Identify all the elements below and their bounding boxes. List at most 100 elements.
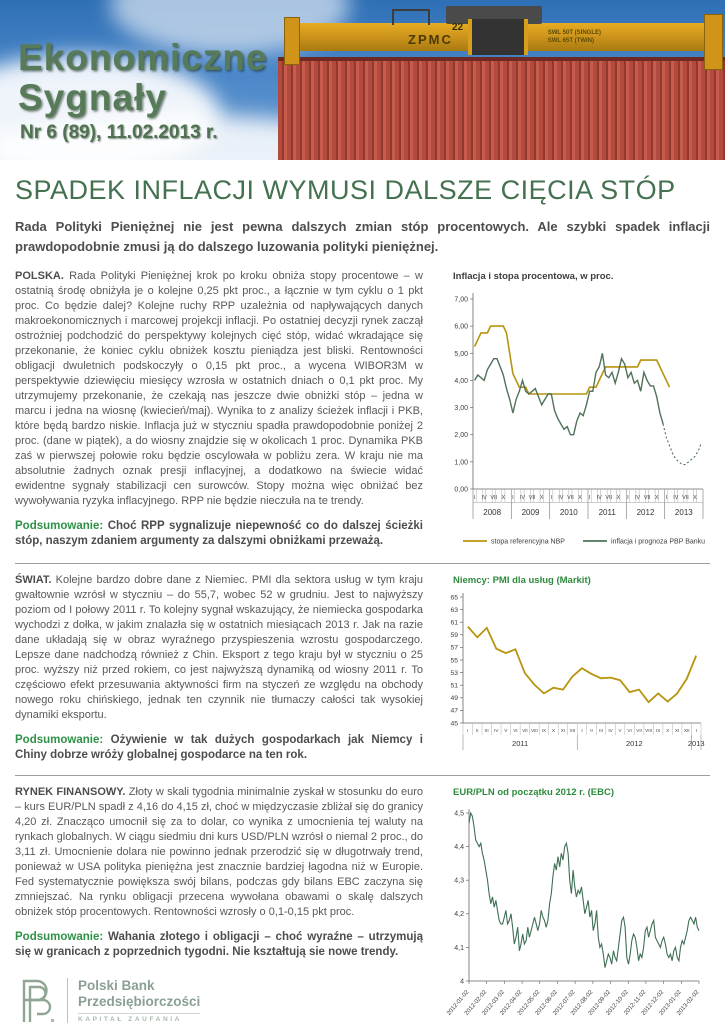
svg-text:stopa referencyjna NBP: stopa referencyjna NBP (491, 539, 565, 546)
svg-text:III: III (485, 728, 489, 733)
svg-text:47: 47 (450, 708, 458, 715)
svg-text:VI: VI (627, 728, 631, 733)
svg-text:IV: IV (635, 495, 641, 501)
svg-text:55: 55 (450, 657, 458, 664)
svg-text:VIII: VIII (645, 728, 652, 733)
section-label: RYNEK FINANSOWY. (15, 786, 126, 798)
section-market-summary: Podsumowanie: Wahania złotego i obligacj… (15, 931, 423, 958)
svg-text:IV: IV (520, 495, 526, 501)
svg-text:2008: 2008 (483, 508, 501, 517)
svg-text:XI: XI (675, 728, 679, 733)
eurpln-chart: 44,14,24,34,44,52012-01-022012-02-022012… (446, 809, 701, 1017)
svg-text:VII: VII (522, 728, 528, 733)
pbp-logo-icon (22, 979, 54, 1022)
svg-text:IX: IX (656, 728, 660, 733)
svg-text:49: 49 (450, 695, 458, 702)
svg-text:4: 4 (460, 978, 464, 985)
svg-text:4,5: 4,5 (454, 810, 464, 817)
svg-text:IV: IV (494, 728, 499, 733)
svg-text:XI: XI (561, 728, 565, 733)
svg-text:IV: IV (482, 495, 488, 501)
svg-text:65: 65 (450, 594, 458, 601)
shipping-container-photo (278, 57, 725, 160)
svg-text:6,00: 6,00 (454, 324, 468, 331)
svg-text:I: I (474, 495, 476, 501)
svg-text:VII: VII (636, 728, 642, 733)
svg-text:XII: XII (570, 728, 576, 733)
svg-text:2013: 2013 (675, 508, 693, 517)
svg-text:II: II (590, 728, 593, 733)
svg-text:5,00: 5,00 (454, 351, 468, 358)
crane-brand-text: ZPMC (408, 32, 453, 47)
summary-label: Podsumowanie: (15, 520, 104, 532)
svg-text:II: II (476, 728, 479, 733)
svg-text:X: X (693, 495, 697, 501)
svg-text:XII: XII (684, 728, 690, 733)
svg-text:V: V (504, 728, 508, 733)
svg-text:4,1: 4,1 (454, 945, 464, 952)
svg-text:VIII: VIII (531, 728, 538, 733)
section-label: POLSKA. (15, 270, 64, 282)
svg-text:I: I (467, 728, 468, 733)
eurpln-chart-title: EUR/PLN od początku 2012 r. (EBC) (453, 787, 615, 798)
svg-text:1,00: 1,00 (454, 459, 468, 466)
section-poland-row: POLSKA. Rada Polityki Pieniężnej krok po… (15, 260, 710, 563)
svg-text:7,00: 7,00 (454, 297, 468, 304)
bank-name: Polski Bank Przedsiębiorczości (78, 977, 201, 1009)
svg-text:VII: VII (529, 495, 536, 501)
crane-hoist (468, 19, 528, 55)
svg-text:IV: IV (558, 495, 564, 501)
spreader-end-cap (284, 17, 300, 65)
svg-text:V: V (619, 728, 623, 733)
svg-text:I: I (512, 495, 514, 501)
svg-text:4,3: 4,3 (454, 878, 464, 885)
bank-tagline: KAPITAŁ ZAUFANIA (78, 1012, 201, 1023)
masthead: 22 ZPMC SWL 50T (SINGLE) SWL 65T (TWIN) E… (0, 0, 725, 160)
lead-paragraph: Rada Polityki Pieniężnej nie jest pewna … (15, 219, 710, 254)
svg-text:2011: 2011 (599, 508, 617, 517)
svg-text:I: I (665, 495, 667, 501)
svg-text:2011: 2011 (512, 739, 528, 748)
svg-text:I: I (581, 728, 582, 733)
crane-number-text: 22 (452, 22, 464, 33)
svg-text:4,00: 4,00 (454, 378, 468, 385)
section-world-body: ŚWIAT. Kolejne bardzo dobre dane z Niemi… (15, 574, 423, 721)
spreader-end-cap (704, 14, 723, 70)
svg-text:2,00: 2,00 (454, 432, 468, 439)
crane-swl-text: SWL 50T (SINGLE) SWL 65T (TWIN) (547, 30, 601, 44)
headline: SPADEK INFLACJI WYMUSI DALSZE CIĘCIA STÓ… (15, 175, 676, 205)
svg-text:VII: VII (567, 495, 574, 501)
svg-text:53: 53 (450, 670, 458, 677)
section-label: ŚWIAT. (15, 574, 52, 586)
svg-text:3,00: 3,00 (454, 405, 468, 412)
svg-text:X: X (617, 495, 621, 501)
newsletter-title: Ekonomiczne Sygnały (18, 37, 268, 118)
bank-logo-text: Polski Bank Przedsiębiorczości KAPITAŁ Z… (67, 977, 201, 1023)
svg-text:X: X (666, 728, 669, 733)
svg-text:2013: 2013 (688, 739, 705, 748)
svg-text:2009: 2009 (522, 508, 540, 517)
svg-text:X: X (552, 728, 555, 733)
section-market-body: RYNEK FINANSOWY. Złoty w skali tygodnia … (15, 786, 423, 918)
section-world-row: ŚWIAT. Kolejne bardzo dobre dane z Niemi… (15, 563, 710, 775)
svg-text:0,00: 0,00 (454, 487, 468, 494)
svg-text:inflacja i prognoza PBP Banku: inflacja i prognoza PBP Banku (611, 539, 705, 546)
section-world-summary: Podsumowanie: Ożywienie w tak dużych gos… (15, 734, 423, 761)
svg-text:X: X (655, 495, 659, 501)
crane-ladder (392, 9, 430, 25)
svg-text:IV: IV (608, 728, 613, 733)
section-market-row: RYNEK FINANSOWY. Złoty w skali tygodnia … (15, 775, 710, 1024)
pmi-chart-title: Niemcy: PMI dla usług (Markit) (453, 575, 591, 586)
issue-number: Nr 6 (89), 11.02.2013 r. (20, 122, 218, 143)
svg-text:2012: 2012 (637, 508, 655, 517)
inflation-chart-title: Inflacja i stopa procentowa, w proc. (453, 271, 614, 282)
svg-text:VII: VII (490, 495, 497, 501)
svg-text:X: X (502, 495, 506, 501)
svg-text:VI: VI (513, 728, 517, 733)
svg-text:63: 63 (450, 607, 458, 614)
svg-text:45: 45 (450, 720, 458, 727)
svg-text:I: I (696, 728, 697, 733)
svg-text:2010: 2010 (560, 508, 578, 517)
svg-text:2012: 2012 (626, 739, 643, 748)
